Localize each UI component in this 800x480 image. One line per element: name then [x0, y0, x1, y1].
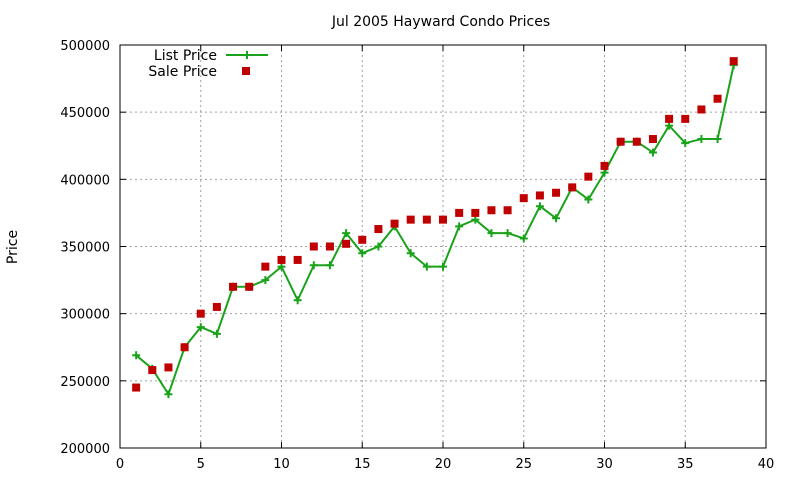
sale-price-point — [713, 94, 722, 103]
sale-price-point — [471, 208, 480, 217]
y-tick-label: 250000 — [60, 375, 110, 390]
sale-price-point — [648, 135, 657, 144]
sale-price-point — [681, 114, 690, 123]
axis-ticks: 0 5 10 15 20 25 30 35 40 200000 250000 300000 350000… — [60, 39, 774, 472]
y-tick-label: 300000 — [60, 308, 110, 323]
x-tick-label: 5 — [197, 457, 205, 472]
x-tick-label: 20 — [435, 457, 452, 472]
list-price-point — [552, 214, 561, 223]
list-price-point — [519, 234, 528, 243]
y-tick-label: 200000 — [60, 442, 110, 457]
list-price-point — [648, 148, 657, 157]
list-price-point — [164, 390, 173, 399]
list-price-point — [309, 261, 318, 270]
y-tick-label: 350000 — [60, 241, 110, 256]
list-price-point — [261, 276, 270, 285]
legend-label-list-price: List Price — [154, 48, 217, 64]
sale-price-point — [600, 161, 609, 170]
x-tick-label: 40 — [758, 457, 775, 472]
sale-price-point — [229, 282, 238, 291]
list-price-point — [697, 135, 706, 144]
list-price-point — [342, 229, 351, 238]
list-price-point — [212, 329, 221, 338]
sale-price-point — [406, 215, 415, 224]
list-price-point — [196, 323, 205, 332]
sale-price-point — [455, 208, 464, 217]
sale-price-point — [729, 57, 738, 66]
sale-price-point — [293, 255, 302, 264]
sale-price-point — [374, 225, 383, 234]
sale-price-point — [164, 363, 173, 372]
sale-price-point — [422, 215, 431, 224]
list-price-point — [665, 121, 674, 130]
sale-price-point — [390, 219, 399, 228]
list-price-point — [584, 195, 593, 204]
sale-price-point — [552, 188, 561, 197]
x-tick-label: 35 — [677, 457, 694, 472]
legend-marker-sale-price — [242, 67, 250, 75]
list-price-point — [277, 262, 286, 271]
sale-price-point — [439, 215, 447, 224]
sale-price-point — [245, 282, 254, 291]
list-price-point — [293, 296, 302, 305]
list-price-point — [374, 242, 383, 251]
legend-marker-list-price — [243, 51, 251, 59]
series-line-list-price — [135, 64, 735, 396]
list-price-point — [535, 202, 544, 211]
series — [132, 57, 738, 399]
plot-frame — [119, 44, 767, 449]
sale-price-point — [196, 309, 205, 318]
list-price-point — [422, 262, 431, 271]
x-tick-label: 30 — [596, 457, 613, 472]
sale-price-point — [277, 255, 286, 264]
sale-price-point — [503, 206, 512, 215]
sale-price-point — [632, 137, 641, 146]
sale-price-point — [358, 235, 367, 244]
y-tick-label: 500000 — [60, 39, 110, 54]
sale-price-point — [180, 343, 189, 352]
list-price-point — [487, 229, 496, 238]
sale-price-point — [148, 366, 157, 375]
legend-label-sale-price: Sale Price — [148, 64, 217, 80]
list-price-point — [681, 139, 690, 148]
list-price-point — [132, 351, 141, 360]
y-axis-title: Price — [5, 230, 21, 264]
list-price-point — [439, 262, 447, 271]
sale-price-point — [261, 262, 270, 271]
sale-price-point — [342, 239, 351, 248]
legend: List Price Sale Price — [148, 48, 268, 80]
list-price-point — [503, 229, 512, 238]
sale-price-point — [616, 137, 625, 146]
x-tick-label: 25 — [515, 457, 532, 472]
list-price-point — [358, 249, 367, 258]
sale-price-point — [535, 191, 544, 200]
list-price-point — [325, 261, 334, 270]
x-tick-label: 0 — [116, 457, 124, 472]
x-tick-label: 15 — [354, 457, 371, 472]
y-tick-label: 400000 — [60, 173, 110, 188]
sale-price-point — [665, 114, 674, 123]
sale-price-point — [132, 383, 141, 392]
y-tick-label: 450000 — [60, 106, 110, 121]
sale-price-point — [519, 194, 528, 203]
sale-price-point — [325, 242, 334, 251]
list-price-point — [471, 215, 480, 224]
sale-price-point — [584, 172, 593, 181]
list-price-point — [713, 135, 722, 144]
sale-price-point — [212, 302, 221, 311]
sale-price-point — [568, 183, 577, 192]
list-price-point — [600, 168, 609, 177]
grid — [120, 45, 766, 448]
list-price-point — [406, 249, 415, 258]
chart-title: Jul 2005 Hayward Condo Prices — [331, 14, 550, 30]
sale-price-point — [309, 242, 318, 251]
x-tick-label: 10 — [273, 457, 290, 472]
sale-price-point — [487, 206, 496, 215]
sale-price-point — [697, 105, 706, 114]
list-price-point — [455, 222, 464, 231]
